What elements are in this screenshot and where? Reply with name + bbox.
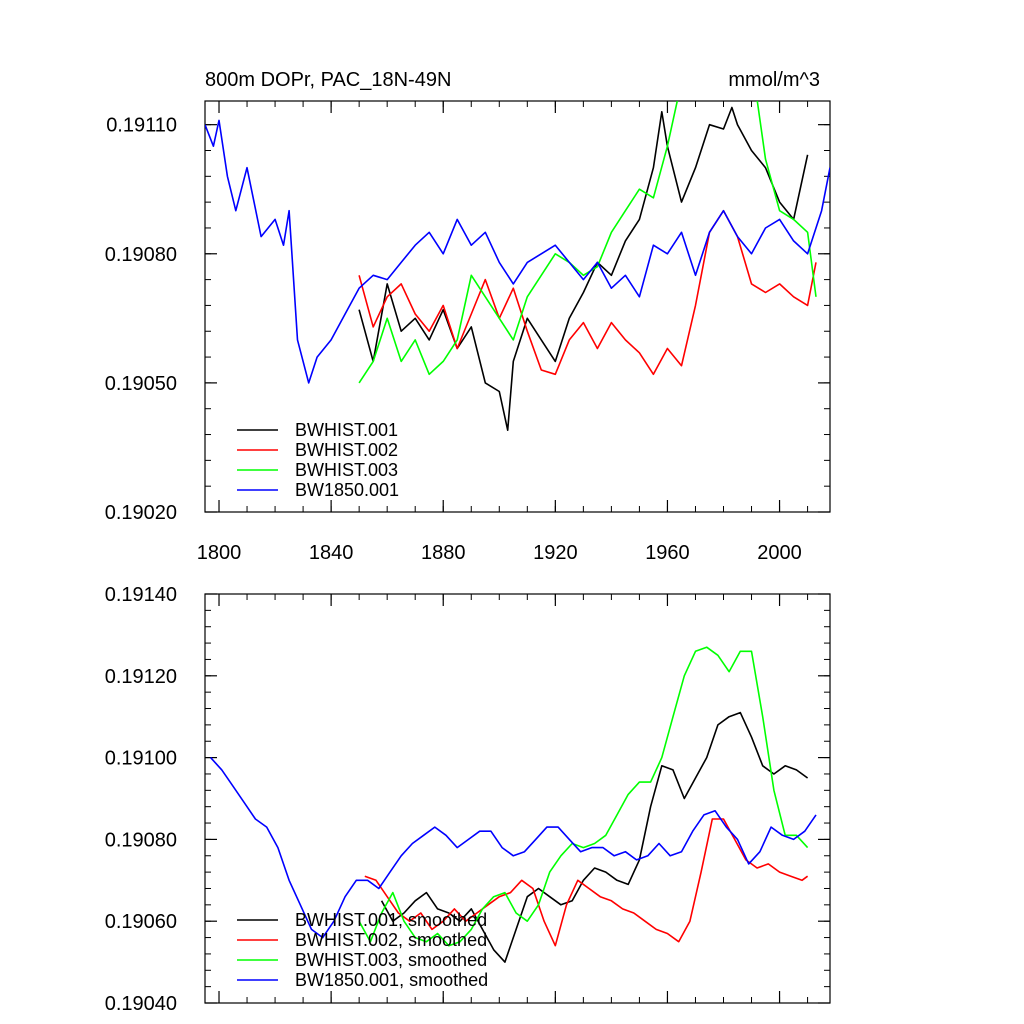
legend-label: BWHIST.003	[295, 460, 398, 480]
y-tick-label: 0.19110	[106, 115, 177, 137]
legend-label: BW1850.001, smoothed	[295, 970, 488, 990]
y-tick-label: 0.19060	[105, 911, 177, 933]
series-line-2	[364, 818, 809, 947]
plot-frame	[204, 593, 831, 1004]
y-tick-label: 0.19040	[105, 993, 177, 1015]
legend-label: BWHIST.001, smoothed	[295, 910, 487, 930]
bottom-panel: 0.19040 0.19060 0.19080 0.19100 0.19120 0.191…	[105, 584, 831, 1015]
series-line-4	[205, 119, 830, 384]
y-tick-label: 0.19140	[105, 584, 177, 606]
x-tick-label: 1960	[645, 542, 690, 564]
series-line-4	[210, 757, 817, 939]
x-tick-label: 1920	[533, 542, 578, 564]
y-tick-label: 0.19020	[105, 502, 177, 524]
x-tick-label: 1840	[309, 542, 354, 564]
legend-label: BWHIST.002	[295, 440, 398, 460]
legend-label: BWHIST.002, smoothed	[295, 930, 487, 950]
y-tick-label: 0.19100	[105, 748, 177, 770]
series-line-3	[358, 646, 809, 947]
y-tick-label: 0.19050	[105, 373, 177, 395]
plot-frame	[204, 100, 831, 513]
y-tick-label: 0.19080	[105, 829, 177, 851]
chart-title: 800m DOPr, PAC_18N-49N	[205, 69, 451, 91]
legend-label: BWHIST.001	[295, 420, 398, 440]
series-line-2	[358, 209, 817, 376]
x-tick-label: 2000	[757, 542, 802, 564]
legend-label: BWHIST.003, smoothed	[295, 950, 487, 970]
series-line-3	[358, 101, 817, 384]
series-line-1	[358, 106, 809, 432]
y-tick-label: 0.19120	[105, 666, 177, 688]
x-tick-label: 1800	[197, 542, 242, 564]
x-tick-label: 1880	[421, 542, 466, 564]
series-line-1	[380, 711, 809, 963]
units-label: mmol/m^3	[728, 69, 820, 91]
legend-label: BW1850.001	[295, 480, 399, 500]
y-tick-label: 0.19080	[105, 244, 177, 266]
top-panel: 0.19020 0.19050 0.19080 0.19110 1800 1840 1880…	[105, 69, 831, 564]
